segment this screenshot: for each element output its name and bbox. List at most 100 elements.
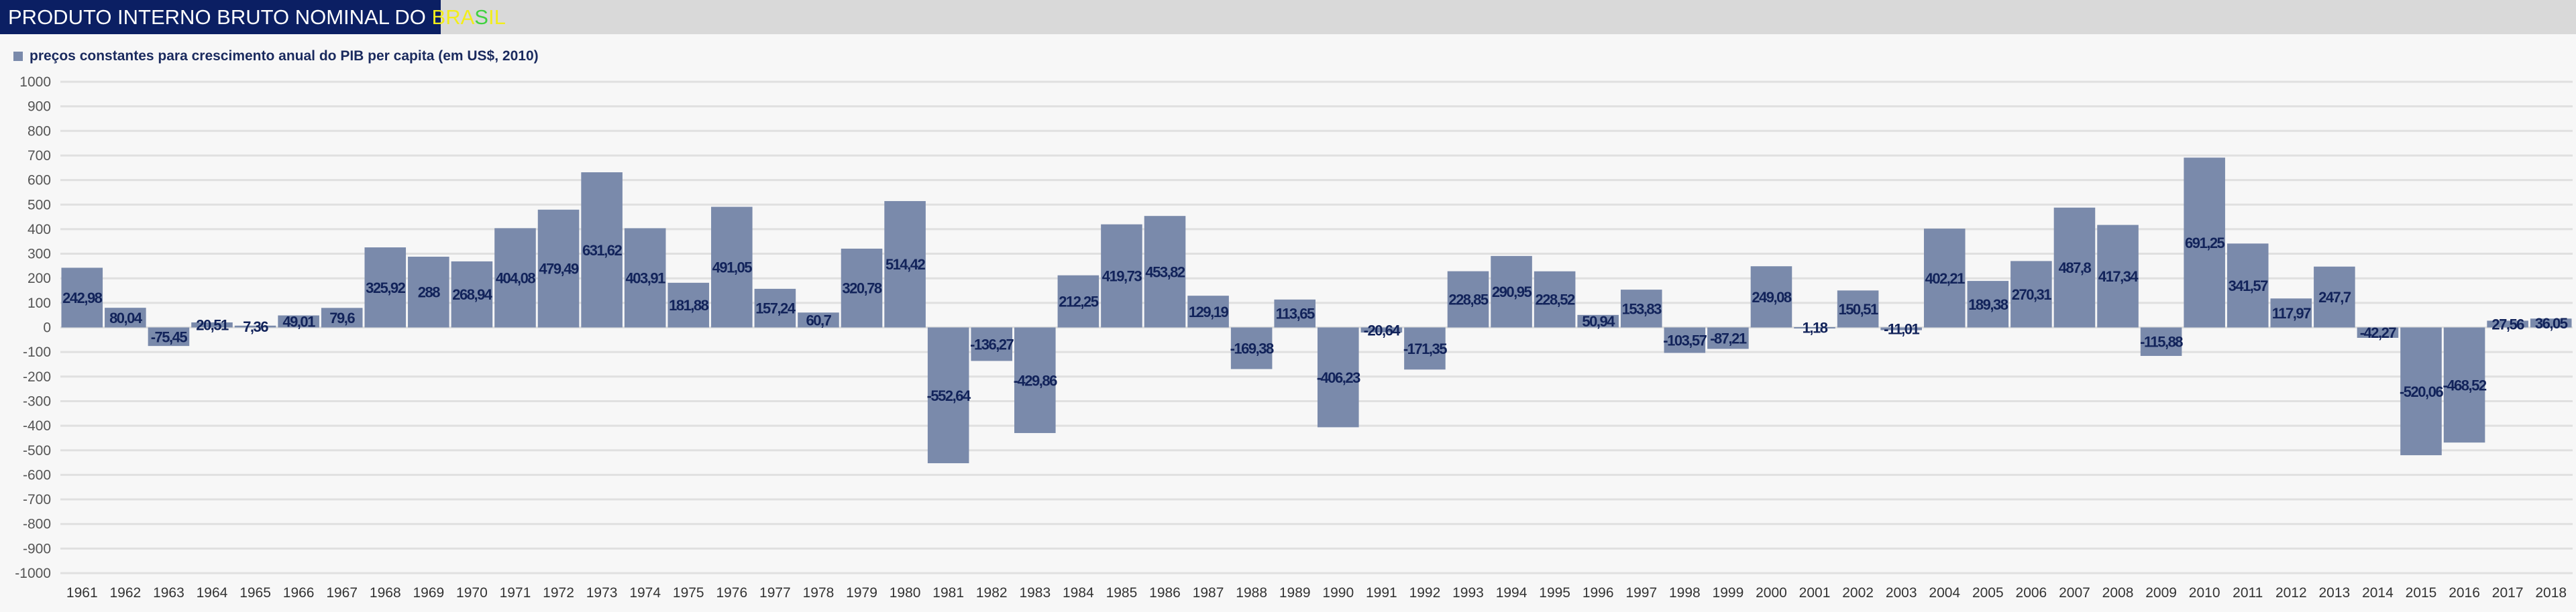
data-label: -75,45: [151, 328, 188, 345]
x-tick-label: 2013: [2319, 585, 2351, 601]
y-tick-label: -500: [23, 443, 51, 458]
x-tick-label: 1966: [283, 585, 315, 601]
data-label: 487,8: [2059, 259, 2092, 276]
data-label: 153,83: [1622, 300, 1662, 317]
data-label: -87,21: [1710, 330, 1747, 347]
y-tick-label: -1000: [15, 566, 51, 581]
data-label: 228,52: [1535, 292, 1575, 308]
data-label: 113,65: [1276, 306, 1315, 322]
bar: [1794, 327, 1835, 329]
y-tick-label: 800: [28, 123, 51, 139]
x-tick-label: 1971: [500, 585, 531, 601]
x-tick-label: 1983: [1019, 585, 1051, 601]
data-label: 417,34: [2098, 268, 2139, 285]
bar: [1837, 290, 1879, 328]
x-tick-label: 2015: [2406, 585, 2437, 601]
y-tick-label: 1000: [19, 74, 51, 90]
y-tick-label: -300: [23, 393, 51, 409]
data-label: 247,7: [2318, 289, 2351, 306]
bar: [2184, 158, 2225, 328]
y-tick-label: 400: [28, 222, 51, 237]
data-label: 117,97: [2272, 305, 2311, 322]
data-label: 402,21: [1925, 270, 1966, 287]
data-label: 50,94: [1582, 313, 1615, 330]
x-tick-label: 1961: [66, 585, 98, 601]
data-label: -171,35: [1403, 341, 1447, 357]
bar: [1144, 216, 1186, 328]
y-tick-label: -400: [23, 418, 51, 434]
data-label: -169,38: [1230, 341, 1274, 357]
data-label: 36,05: [2535, 315, 2568, 332]
title-s: S: [474, 5, 488, 29]
x-tick-label: 1967: [326, 585, 358, 601]
data-label: -520,06: [2400, 383, 2443, 400]
data-label: 479,49: [539, 261, 579, 278]
bar: [408, 256, 449, 328]
bar: [1491, 255, 1532, 328]
x-tick-label: 2003: [1886, 585, 1917, 601]
x-tick-label: 1973: [586, 585, 618, 601]
bar: [711, 206, 753, 328]
y-tick-label: -200: [23, 369, 51, 385]
x-tick-label: 2011: [2233, 585, 2263, 601]
x-tick-label: 2018: [2535, 585, 2567, 601]
x-tick-label: 2007: [2059, 585, 2090, 601]
y-tick-label: -700: [23, 492, 51, 507]
y-tick-label: 600: [28, 173, 51, 188]
bar: [1187, 296, 1229, 328]
data-label: 80,04: [109, 310, 143, 326]
x-tick-label: 1990: [1322, 585, 1354, 601]
x-tick-label: 1984: [1063, 585, 1094, 601]
bar: [234, 325, 276, 328]
bar: [2443, 327, 2485, 443]
x-tick-label: 1980: [890, 585, 921, 601]
bar: [1577, 314, 1619, 328]
bar: [1923, 229, 1966, 328]
x-tick-label: 1991: [1366, 585, 1397, 601]
x-tick-label: 1988: [1236, 585, 1267, 601]
x-tick-label: 1985: [1106, 585, 1138, 601]
title-bra: BRA: [431, 5, 475, 29]
x-tick-label: 1964: [197, 585, 228, 601]
bar: [191, 322, 233, 328]
x-tick-label: 1999: [1713, 585, 1744, 601]
data-label: 189,38: [1968, 296, 2008, 313]
x-tick-label: 1976: [716, 585, 747, 601]
data-label: 150,51: [1838, 301, 1878, 318]
bar: [1534, 271, 1576, 328]
bar: [494, 228, 536, 328]
x-tick-label: 1992: [1409, 585, 1441, 601]
x-tick-label: 2000: [1756, 585, 1787, 601]
x-tick-label: 2016: [2449, 585, 2480, 601]
x-tick-label: 1986: [1149, 585, 1181, 601]
x-tick-label: 1982: [976, 585, 1008, 601]
data-label: 249,08: [1752, 289, 1792, 306]
data-label: 7,36: [243, 318, 268, 335]
data-label: -468,52: [2443, 377, 2487, 393]
x-tick-label: 1987: [1193, 585, 1224, 601]
data-label: -406,23: [1317, 369, 1360, 386]
bar: [148, 327, 190, 347]
bar: [754, 288, 796, 328]
title-prefix: PRODUTO INTERNO BRUTO NOMINAL DO: [8, 5, 432, 29]
bar: [451, 261, 493, 328]
x-tick-label: 1993: [1452, 585, 1484, 601]
x-tick-label: 2017: [2492, 585, 2524, 601]
bar: [1620, 290, 1662, 328]
x-tick-label: 2012: [2275, 585, 2307, 601]
x-tick-label: 1975: [673, 585, 704, 601]
y-tick-label: 0: [43, 320, 51, 336]
bar: [364, 247, 407, 328]
x-tick-label: 2002: [1842, 585, 1874, 601]
bar: [798, 312, 839, 328]
bar: [2226, 243, 2269, 328]
bar: [1967, 281, 2009, 328]
bar: [2270, 298, 2312, 328]
data-label: 157,24: [755, 300, 796, 317]
bar: [1750, 266, 1792, 328]
data-label: 453,82: [1145, 263, 1185, 280]
data-label: 491,05: [712, 259, 753, 276]
data-label: 27,56: [2491, 316, 2524, 332]
x-tick-label: 1972: [543, 585, 574, 601]
bar: [1101, 224, 1142, 328]
